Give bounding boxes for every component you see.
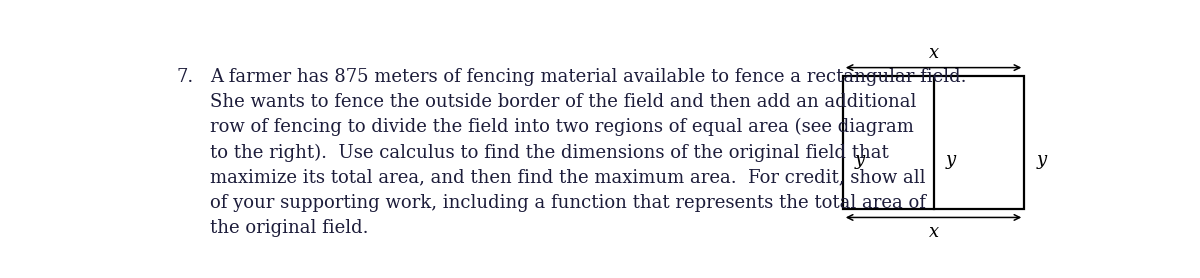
Text: She wants to fence the outside border of the field and then add an additional: She wants to fence the outside border of… — [210, 93, 917, 111]
Text: A farmer has 875 meters of fencing material available to fence a rectangular fie: A farmer has 875 meters of fencing mater… — [210, 68, 967, 86]
Text: x: x — [929, 44, 938, 62]
Text: y: y — [946, 151, 955, 169]
Text: to the right).  Use calculus to find the dimensions of the original field that: to the right). Use calculus to find the … — [210, 143, 889, 162]
Bar — [842, 76, 1025, 209]
Text: the original field.: the original field. — [210, 219, 368, 237]
Text: maximize its total area, and then find the maximum area.  For credit, show all: maximize its total area, and then find t… — [210, 169, 926, 187]
Text: y: y — [854, 151, 865, 169]
Text: of your supporting work, including a function that represents the total area of: of your supporting work, including a fun… — [210, 194, 926, 212]
Text: x: x — [929, 223, 938, 241]
Text: y: y — [1037, 151, 1046, 169]
Text: row of fencing to divide the field into two regions of equal area (see diagram: row of fencing to divide the field into … — [210, 118, 914, 136]
Text: 7.: 7. — [176, 68, 193, 86]
